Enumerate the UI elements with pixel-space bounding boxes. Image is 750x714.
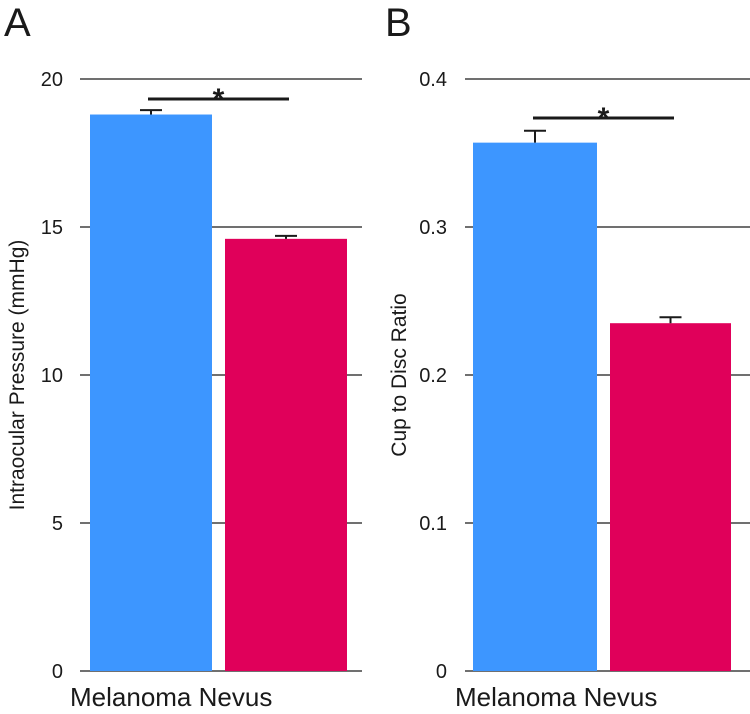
panel-label: A [4, 1, 31, 45]
x-tick-label-nevus: Nevus [576, 682, 657, 712]
y-tick-label: 0.3 [419, 217, 447, 239]
error-bar [275, 234, 297, 239]
y-tick-label: 0.2 [419, 365, 447, 387]
y-axis-label: Cup to Disc Ratio [388, 293, 411, 456]
y-tick-label: 0 [52, 661, 63, 683]
significance-marker: * [598, 102, 610, 135]
y-tick-label: 0 [436, 661, 447, 683]
x-tick-label-melanoma: Melanoma [455, 682, 577, 712]
panel-b: B 0 0.1 0.2 0.3 0.4 Cup to Disc Ratio * Melanoma… [385, 1, 750, 712]
panel-a: A 0 5 10 15 20 Intraocular Pressure (mmHg) * Mel… [4, 1, 362, 712]
bar-nevus [225, 238, 347, 671]
error-bar [524, 129, 546, 143]
error-bar [140, 109, 162, 115]
significance-marker: * [213, 83, 225, 116]
y-tick-label: 10 [41, 365, 63, 387]
error-bar [659, 316, 682, 324]
x-tick-label-melanoma: Melanoma [70, 682, 192, 712]
y-tick-label: 5 [52, 513, 63, 535]
y-tick-label: 0.4 [419, 69, 447, 91]
bar-melanoma [90, 114, 212, 671]
category-labels: Melanoma Nevus [70, 682, 272, 712]
panel-label: B [385, 1, 412, 45]
x-tick-label-nevus: Nevus [191, 682, 272, 712]
y-tick-label: 20 [41, 69, 63, 91]
y-tick-label: 0.1 [419, 513, 447, 535]
y-tick-label: 15 [41, 217, 63, 239]
y-axis-label: Intraocular Pressure (mmHg) [6, 240, 29, 511]
bar-nevus [610, 323, 731, 671]
bar-melanoma [473, 142, 597, 671]
category-labels: Melanoma Nevus [455, 682, 657, 712]
